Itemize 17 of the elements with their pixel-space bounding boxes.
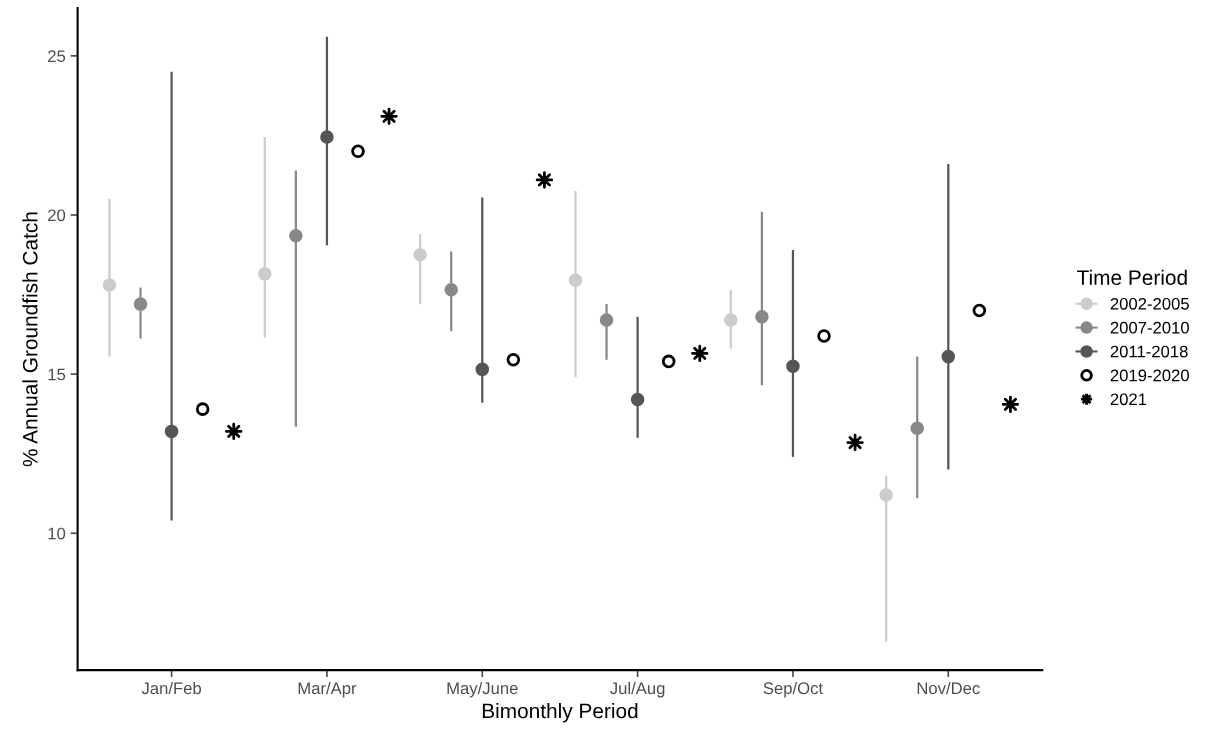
y-tick-label: 15 bbox=[48, 368, 66, 381]
y-tick-label: 10 bbox=[48, 527, 66, 540]
x-tick-label: Sep/Oct bbox=[763, 681, 823, 698]
legend-label: 2007-2010 bbox=[1110, 321, 1189, 334]
legend-label: 2019-2020 bbox=[1110, 369, 1189, 382]
x-tick-label: Jul/Aug bbox=[610, 681, 665, 698]
y-tick-label: 25 bbox=[48, 50, 66, 63]
legend-label: 2002-2005 bbox=[1110, 297, 1189, 310]
x-tick-label: Nov/Dec bbox=[917, 681, 980, 695]
y-tick-label: 20 bbox=[48, 209, 66, 222]
x-tick-label: May/June bbox=[447, 681, 518, 698]
legend-title: Time Period bbox=[1077, 269, 1187, 286]
x-tick-label: Jan/Feb bbox=[141, 681, 202, 695]
legend-label: 2011-2018 bbox=[1110, 345, 1188, 358]
x-tick-label: Mar/Apr bbox=[298, 681, 357, 698]
x-axis-title: Bimonthly Period bbox=[482, 703, 638, 723]
y-axis-title: % Annual Groundfish Catch bbox=[22, 212, 38, 467]
